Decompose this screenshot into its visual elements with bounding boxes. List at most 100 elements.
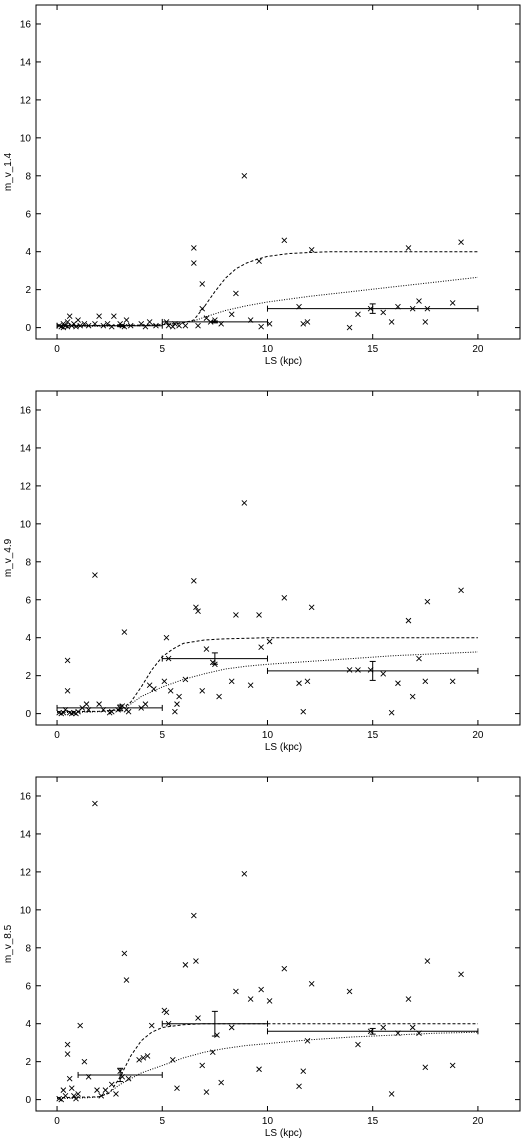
data-point <box>241 172 248 179</box>
data-point <box>449 1062 456 1069</box>
x-axis-label: LS (kpc) <box>265 742 302 753</box>
data-point <box>405 996 412 1002</box>
data-point <box>195 1015 201 1021</box>
data-point <box>96 313 102 320</box>
data-point <box>409 693 416 700</box>
data-point <box>117 1068 123 1074</box>
data-point <box>163 1009 170 1016</box>
data-point <box>355 311 361 318</box>
data-point <box>233 612 239 618</box>
x-tick-label: 0 <box>54 344 60 355</box>
data-point <box>193 958 199 964</box>
x-tick-label: 5 <box>159 344 165 355</box>
data-point <box>296 1083 302 1090</box>
data-point <box>191 577 197 584</box>
data-point <box>62 706 69 713</box>
data-point <box>256 258 262 265</box>
data-point <box>380 670 387 677</box>
data-point <box>296 303 302 310</box>
data-point <box>367 1028 374 1035</box>
data-point <box>449 678 456 685</box>
data-point <box>119 1074 126 1080</box>
x-tick-label: 15 <box>367 344 379 355</box>
data-point <box>182 676 189 683</box>
data-point <box>146 319 153 325</box>
data-point <box>216 693 222 700</box>
data-point <box>64 1051 71 1057</box>
data-point <box>367 667 374 673</box>
dashed-model-curve <box>56 637 478 713</box>
data-point <box>266 638 273 645</box>
data-point <box>140 1055 147 1061</box>
data-point <box>380 309 387 316</box>
dashed-model-curve <box>56 251 478 327</box>
data-point <box>241 870 248 877</box>
dashed-model-curve <box>56 1023 478 1099</box>
data-point <box>75 317 81 323</box>
data-point <box>176 322 182 329</box>
data-point <box>108 1081 115 1088</box>
data-point <box>214 1032 220 1038</box>
data-point <box>60 1087 67 1093</box>
data-point <box>203 1089 210 1095</box>
data-point <box>266 998 273 1004</box>
data-point <box>121 629 128 635</box>
data-point <box>346 988 353 995</box>
data-point <box>416 655 422 662</box>
data-point <box>94 1087 100 1093</box>
y-tick-label: 0 <box>25 709 31 720</box>
y-axis-label: m_v_1.4 <box>3 152 14 191</box>
panel-m_v_4.9: 0 5 10 15 20 0 2 4 6 8 10 12 14 16 LS (kpc) m_v_4.9 <box>3 390 521 753</box>
data-point <box>73 323 79 330</box>
data-point <box>142 701 149 707</box>
data-point <box>148 1022 155 1029</box>
plot-frame <box>35 4 521 340</box>
data-point <box>92 320 98 327</box>
data-point <box>346 667 353 673</box>
data-point <box>308 246 315 253</box>
data-point <box>203 646 210 652</box>
data-point <box>127 322 134 329</box>
data-point <box>308 604 315 611</box>
data-point <box>64 657 71 664</box>
data-point <box>169 323 176 330</box>
data-point <box>111 313 117 320</box>
data-point <box>388 1091 395 1097</box>
x-tick-label: 5 <box>159 1116 165 1127</box>
y-tick-label: 16 <box>20 405 32 416</box>
data-point <box>161 678 168 685</box>
data-point <box>304 1037 311 1044</box>
y-tick-label: 14 <box>20 829 32 840</box>
y-tick-label: 10 <box>20 905 32 916</box>
y-tick-label: 8 <box>25 943 31 954</box>
data-point <box>163 634 170 641</box>
y-tick-label: 12 <box>20 95 32 106</box>
data-point <box>75 1091 81 1097</box>
data-point <box>64 323 71 330</box>
data-point <box>212 661 218 668</box>
x-tick-label: 0 <box>54 1116 60 1127</box>
data-point <box>247 996 254 1002</box>
x-axis-label: LS (kpc) <box>265 356 302 367</box>
data-point <box>172 708 178 715</box>
data-point <box>380 1024 387 1031</box>
data-point <box>416 1030 422 1037</box>
data-point <box>367 305 374 312</box>
data-point <box>256 612 262 618</box>
x-tick-label: 20 <box>472 730 484 741</box>
data-point <box>195 322 201 329</box>
data-point <box>169 1056 176 1063</box>
data-point <box>308 981 315 987</box>
data-point <box>81 320 88 327</box>
data-point <box>355 1041 361 1048</box>
x-axis-label: LS (kpc) <box>265 1128 302 1139</box>
y-tick-label: 6 <box>25 209 31 220</box>
data-point <box>395 680 401 687</box>
data-point <box>92 572 98 578</box>
y-tick-label: 2 <box>25 1057 31 1068</box>
data-point <box>142 323 149 330</box>
x-tick-label: 10 <box>262 1116 274 1127</box>
data-point <box>199 281 206 287</box>
data-point <box>355 667 361 673</box>
data-point <box>247 682 254 688</box>
